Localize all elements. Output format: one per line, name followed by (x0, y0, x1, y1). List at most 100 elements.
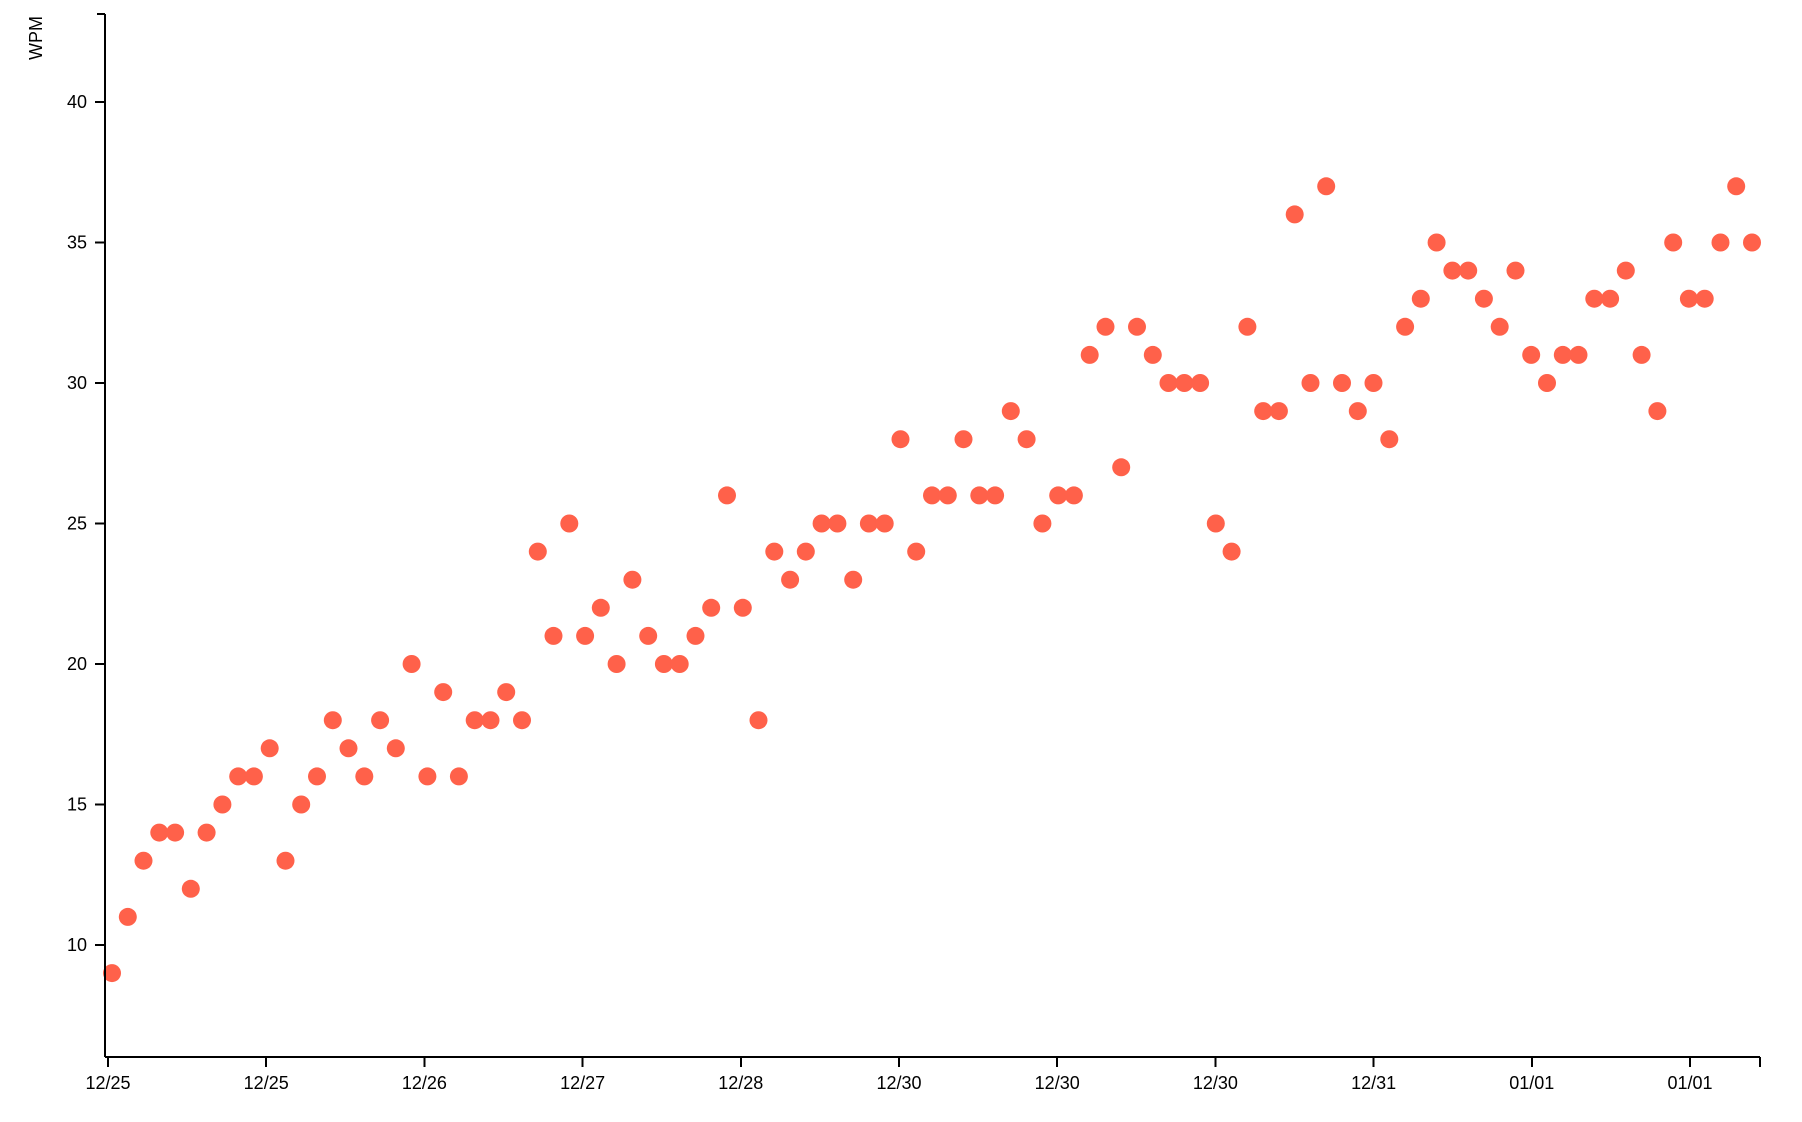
data-point (528, 542, 547, 561)
data-point (891, 430, 910, 449)
data-point (733, 598, 752, 617)
data-point (1254, 402, 1273, 421)
data-point (686, 626, 705, 645)
data-point (1727, 177, 1746, 196)
data-point (513, 711, 531, 730)
data-point (1206, 514, 1225, 533)
data-point (781, 570, 800, 589)
x-tick-label: 01/01 (1509, 1073, 1554, 1093)
data-point (1522, 345, 1541, 364)
data-point (1490, 317, 1509, 336)
data-point (1191, 374, 1210, 392)
data-point (1648, 402, 1667, 421)
data-point (970, 486, 989, 505)
data-point (1001, 402, 1020, 421)
y-tick-label: 15 (67, 795, 87, 815)
data-point (1459, 261, 1478, 280)
data-point (796, 542, 815, 561)
data-point (749, 711, 768, 730)
data-point (150, 823, 169, 842)
data-point (1159, 374, 1178, 392)
y-tick-label: 20 (67, 654, 87, 674)
data-point (986, 486, 1005, 505)
data-point (497, 683, 516, 702)
data-point (134, 851, 153, 870)
y-tick-label: 35 (67, 233, 87, 253)
data-point (954, 430, 973, 449)
data-point (1743, 233, 1761, 252)
data-point (1285, 205, 1304, 224)
data-point (213, 795, 232, 814)
data-point (339, 739, 358, 758)
x-tick-label: 12/26 (402, 1073, 447, 1093)
data-point (623, 570, 642, 589)
y-tick-label: 30 (67, 373, 87, 393)
data-point (323, 711, 342, 730)
data-point (1616, 261, 1635, 280)
x-tick-label: 12/30 (876, 1073, 921, 1093)
data-point (1033, 514, 1052, 533)
x-tick-label: 12/27 (560, 1073, 605, 1093)
data-point (1064, 486, 1083, 505)
y-tick-label: 40 (67, 92, 87, 112)
y-axis-ticks: 10 15 20 25 30 35 40 (67, 92, 105, 955)
data-point (1017, 430, 1036, 449)
data-point (1238, 317, 1257, 336)
data-point (875, 514, 894, 533)
data-point (481, 711, 500, 730)
data-point (844, 570, 863, 589)
data-point (308, 767, 326, 786)
data-point (1080, 345, 1099, 364)
data-point (1695, 289, 1714, 308)
data-point (576, 626, 595, 645)
data-point (229, 767, 248, 786)
data-point (670, 655, 689, 673)
data-point (181, 879, 200, 898)
data-point (166, 823, 185, 842)
data-point (1364, 374, 1383, 392)
plot-area (103, 177, 1761, 983)
data-point (828, 514, 847, 533)
y-axis-title: WPM (26, 16, 46, 60)
data-point (1269, 402, 1288, 421)
data-point (1664, 233, 1683, 252)
x-tick-label: 12/25 (85, 1073, 130, 1093)
data-point (1049, 486, 1068, 505)
data-point (560, 514, 579, 533)
data-point (1317, 177, 1336, 196)
data-point (386, 739, 405, 758)
data-point (654, 655, 673, 673)
data-point (1222, 542, 1241, 561)
data-point (907, 542, 926, 561)
x-tick-label: 12/25 (244, 1073, 289, 1093)
data-point (118, 907, 137, 926)
data-point (1380, 430, 1399, 449)
data-point (591, 598, 610, 617)
data-point (355, 767, 374, 786)
data-point (260, 739, 279, 758)
data-point (402, 655, 421, 673)
data-point (465, 711, 484, 730)
data-point (1348, 402, 1367, 421)
data-point (639, 626, 658, 645)
data-point (1143, 345, 1162, 364)
data-point (1538, 374, 1556, 392)
data-point (1333, 374, 1351, 392)
data-point (1553, 345, 1572, 364)
x-tick-label: 12/30 (1193, 1073, 1238, 1093)
data-point (1396, 317, 1415, 336)
data-point (1585, 289, 1604, 308)
data-point (1679, 289, 1698, 308)
data-point (1411, 289, 1430, 308)
data-point (765, 542, 784, 561)
x-tick-label: 12/31 (1351, 1073, 1396, 1093)
data-point (449, 767, 468, 786)
data-points (103, 177, 1761, 983)
x-axis-ticks: 12/25 12/25 12/26 12/27 12/28 12/30 12/30 12/30… (85, 1057, 1713, 1093)
data-point (1427, 233, 1446, 252)
data-point (938, 486, 957, 505)
data-point (1443, 261, 1462, 280)
data-point (607, 655, 626, 673)
data-point (371, 711, 390, 730)
